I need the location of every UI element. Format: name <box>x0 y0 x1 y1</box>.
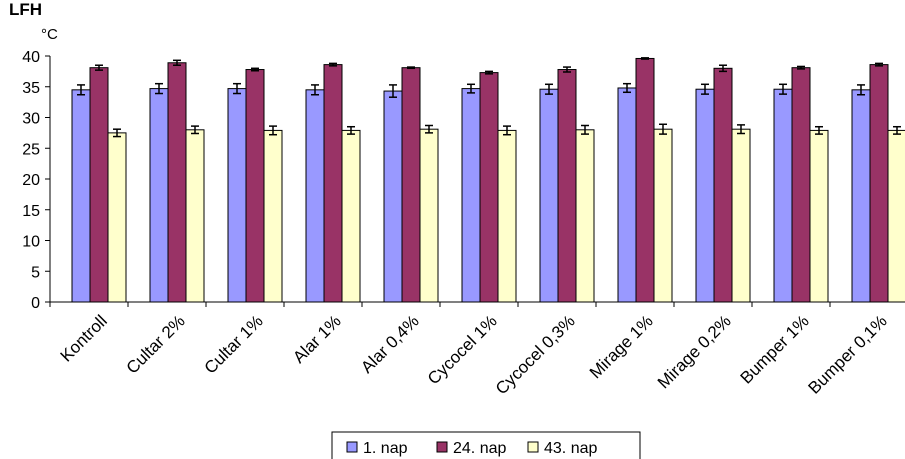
bar <box>185 129 205 303</box>
bar <box>539 88 559 303</box>
bar <box>887 129 905 303</box>
x-tick-label: Mirage 0,2% <box>654 311 735 392</box>
y-tick-label: 15 <box>22 203 40 220</box>
bar <box>869 64 889 303</box>
bar <box>419 128 439 303</box>
legend-swatch <box>436 441 448 453</box>
y-axis-unit: °C <box>41 26 58 43</box>
bar <box>773 88 793 303</box>
bar <box>497 129 517 303</box>
x-tick-label: Cultar 1% <box>201 311 267 377</box>
legend-box <box>331 431 641 459</box>
bar <box>791 67 811 303</box>
y-tick-label: 40 <box>22 49 40 66</box>
x-tick-label: Alar 1% <box>289 311 345 367</box>
legend-swatch <box>527 441 539 453</box>
bar <box>227 88 247 303</box>
bar <box>557 69 577 303</box>
y-tick-label: 30 <box>22 111 40 128</box>
bar <box>479 72 499 303</box>
x-tick-label: Cycocel 0,3% <box>492 311 579 398</box>
bar <box>89 67 109 303</box>
x-tick-label: Mirage 1% <box>586 311 657 382</box>
plot-area: 0 5 10 15 20 25 30 35 40 Kontroll Cultar 2% Cultar … <box>22 49 905 398</box>
y-tick-label: 20 <box>22 172 40 189</box>
bar <box>635 57 655 303</box>
bar <box>383 90 403 303</box>
legend: 1. nap 24. nap 43. nap <box>331 431 641 459</box>
legend-label: 24. nap <box>453 440 506 457</box>
bar <box>107 132 127 303</box>
bar <box>809 129 829 303</box>
bar <box>323 64 343 303</box>
y-tick-label: 0 <box>31 295 40 312</box>
legend-label: 1. nap <box>363 440 408 457</box>
x-tick-label: Cultar 2% <box>123 311 189 377</box>
bar <box>461 88 481 303</box>
chart-title: LFH <box>9 0 42 19</box>
y-tick-label: 5 <box>31 264 40 281</box>
bar <box>653 128 673 303</box>
bar <box>167 62 187 303</box>
bar <box>149 88 169 303</box>
bar <box>341 129 361 303</box>
y-tick-label: 35 <box>22 80 40 97</box>
bar <box>851 89 871 303</box>
bar <box>695 88 715 303</box>
bar <box>401 67 421 303</box>
x-tick-label: Alar 0,4% <box>357 311 423 377</box>
y-tick-label: 25 <box>22 141 40 158</box>
x-tick-label: Kontroll <box>57 311 111 365</box>
x-tick-label: Bumper 0,1% <box>805 311 891 397</box>
bar <box>575 129 595 303</box>
y-tick-label: 10 <box>22 234 40 251</box>
bar <box>305 89 325 303</box>
x-tick-label: Cycocel 1% <box>424 311 501 388</box>
bar <box>245 69 265 303</box>
bar <box>617 87 637 303</box>
bar <box>713 67 733 303</box>
x-tick-label: Bumper 1% <box>737 311 813 387</box>
bar <box>71 89 91 303</box>
bar <box>731 128 751 303</box>
legend-swatch <box>346 441 358 453</box>
legend-label: 43. nap <box>544 440 597 457</box>
bar <box>263 129 283 303</box>
